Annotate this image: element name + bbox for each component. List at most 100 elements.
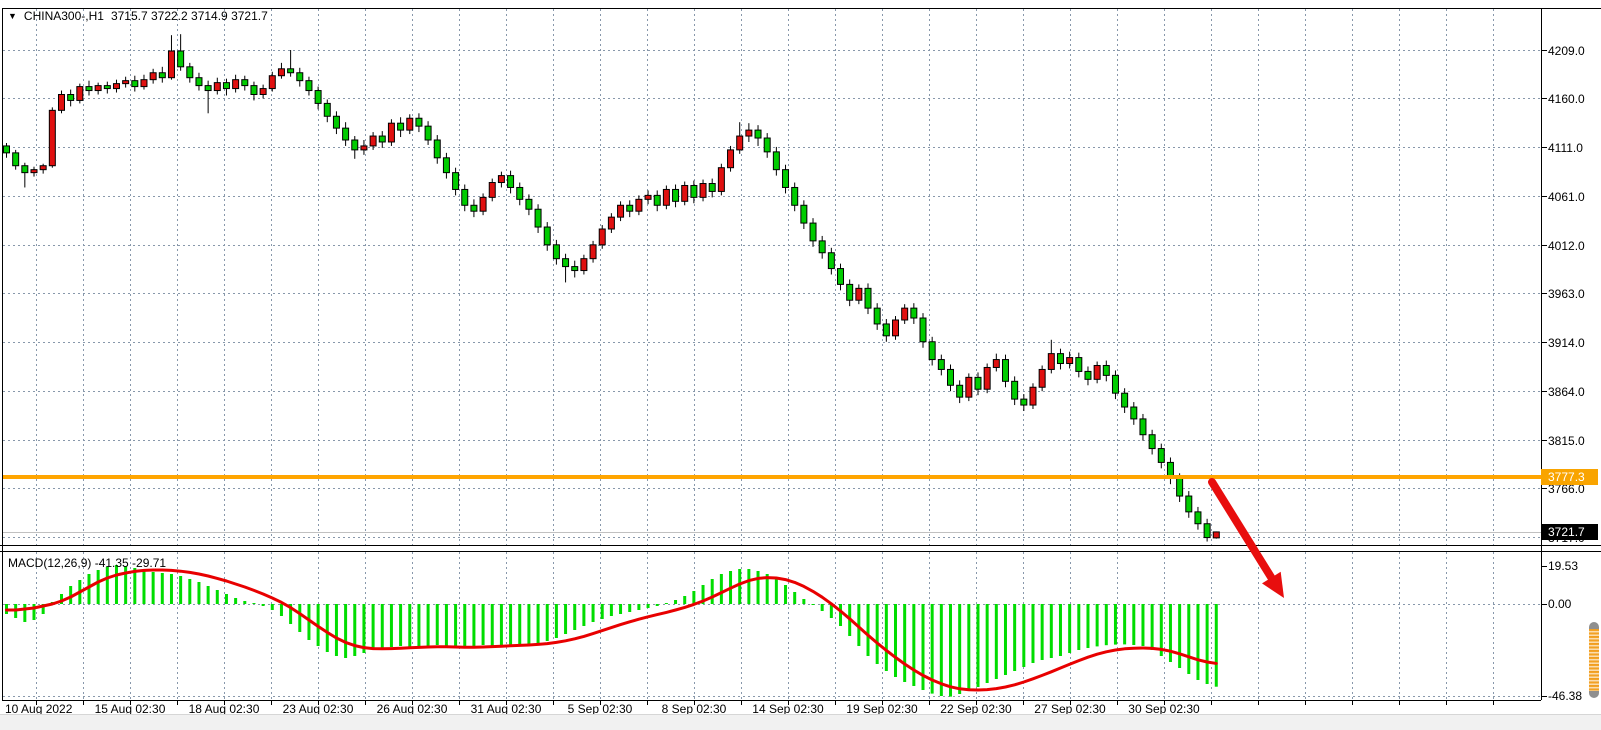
candle [259, 84, 267, 99]
candle [800, 200, 808, 230]
annotation-arrow [1208, 478, 1284, 598]
candle [1001, 354, 1009, 388]
macd-histogram-bar [1003, 604, 1007, 675]
candle-body [901, 307, 909, 321]
candle-body [351, 139, 359, 151]
candle-body [277, 68, 285, 77]
macd-histogram-bar [426, 604, 430, 646]
candle-body [1038, 368, 1046, 388]
price-axis-label: 4111.0 [1548, 140, 1583, 155]
macd-histogram-bar [701, 585, 705, 604]
candle [910, 303, 918, 324]
candle-body [956, 384, 964, 398]
candle [94, 82, 102, 95]
side-scrollbar-thumb[interactable] [1589, 622, 1599, 698]
candle [617, 201, 625, 222]
candle [250, 81, 258, 101]
candle [736, 122, 744, 154]
candle [662, 185, 670, 210]
candle-body [662, 188, 670, 206]
candle-body [287, 68, 295, 74]
macd-histogram-bar [289, 604, 293, 624]
macd-histogram-bar [1086, 604, 1090, 648]
price-axis-label: 4209.0 [1548, 43, 1585, 58]
candle [534, 204, 542, 233]
candle-body [1203, 523, 1211, 539]
macd-histogram-bar [609, 604, 613, 616]
candle-body [470, 204, 478, 212]
candle [305, 76, 313, 96]
macd-histogram-bar [23, 604, 27, 622]
candle-body [131, 80, 139, 88]
macd-histogram-bar [1040, 604, 1044, 660]
arrow-head [1261, 571, 1284, 598]
candle-body [543, 226, 551, 246]
candle [598, 225, 606, 249]
candle [241, 75, 249, 91]
candle [112, 79, 120, 93]
macd-histogram-bar [472, 604, 476, 646]
candle-body [369, 135, 377, 147]
candle [1075, 352, 1083, 378]
macd-histogram-bar [894, 604, 898, 677]
candle-body [626, 204, 634, 212]
candle-body [745, 129, 753, 137]
candle [1011, 376, 1019, 406]
candle [699, 179, 707, 202]
candle [67, 89, 75, 107]
candle [1020, 394, 1028, 411]
candle-body [644, 194, 652, 200]
candle [782, 164, 790, 194]
candle-body [250, 85, 258, 96]
candle-body [1102, 364, 1110, 376]
candle [1139, 413, 1147, 441]
candle [1121, 388, 1129, 413]
price-axis-label: 4160.0 [1548, 91, 1585, 106]
candle [974, 372, 982, 396]
macd-histogram-bar [948, 604, 952, 697]
macd-histogram-bar [325, 604, 329, 652]
candle-body [607, 216, 615, 230]
candle [901, 304, 909, 324]
candle [158, 66, 166, 83]
macd-histogram-bar [591, 604, 595, 622]
candle-body [305, 80, 313, 92]
macd-histogram-bar [554, 604, 558, 638]
macd-histogram-bar [545, 604, 549, 641]
candle [378, 131, 386, 148]
symbol-dropdown-icon[interactable]: ▼ [8, 11, 17, 21]
candle-body [1139, 418, 1147, 436]
candle [1111, 370, 1119, 400]
macd-histogram-bar [674, 600, 678, 604]
candle [965, 373, 973, 402]
candle [727, 145, 735, 172]
candle [39, 163, 47, 174]
macd-histogram-bar [463, 604, 467, 647]
macd-histogram-bar [912, 604, 916, 686]
candle [268, 71, 276, 92]
candle-body [479, 196, 487, 212]
candle [452, 167, 460, 196]
macd-histogram-bar [1150, 604, 1154, 650]
candle-body [818, 240, 826, 254]
candle [424, 121, 432, 145]
macd-signal-line [5, 568, 1218, 692]
candle-body [717, 167, 725, 192]
macd-histogram-bar [1132, 604, 1136, 645]
candle [1185, 491, 1193, 518]
candle-body [415, 117, 423, 127]
candle-body [85, 86, 93, 92]
candle-body [158, 72, 166, 79]
macd-histogram-bar [298, 604, 302, 632]
time-axis[interactable]: 10 Aug 2022 15 Aug 02:30 18 Aug 02:30 23 Au… [0, 700, 1601, 716]
candle-body [873, 307, 881, 325]
candle-body [488, 182, 496, 198]
candle [653, 190, 661, 212]
macd-histogram-bar [1196, 604, 1200, 680]
candle [415, 113, 423, 133]
candle [213, 77, 221, 95]
macd-histogram-bar [435, 604, 439, 645]
candle-body [864, 287, 872, 309]
macd-histogram-bar [976, 604, 980, 687]
